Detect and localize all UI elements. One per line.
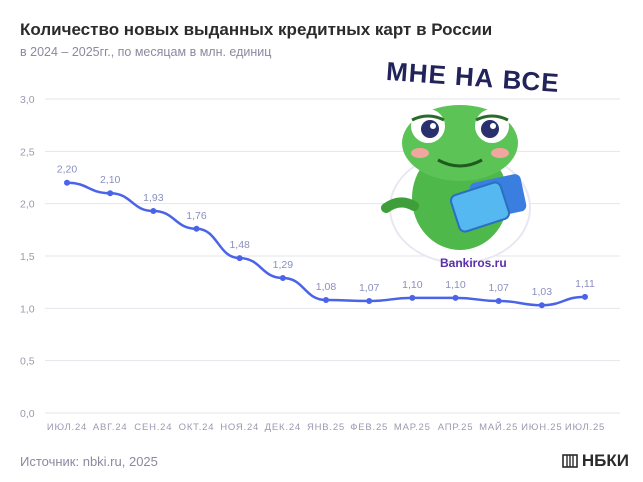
y-axis-ticks: 0,0 0,5 1,0 1,5 2,0 2,5 3,0 <box>20 94 35 420</box>
data-point <box>193 225 200 232</box>
x-axis-ticks: ИЮЛ.24 АВГ.24 СЕН.24 ОКТ.24 НОЯ.24 ДЕК.24 ЯНВ.… <box>47 421 605 433</box>
brand-logo: НБКИ <box>562 451 629 471</box>
data-point <box>107 190 114 197</box>
data-label: 1,10 <box>445 279 466 291</box>
data-point <box>236 255 243 262</box>
data-point <box>495 298 502 305</box>
sticker-caption: Bankiros.ru <box>440 256 507 270</box>
data-point <box>279 274 286 281</box>
data-label: 1,48 <box>229 239 250 251</box>
gridlines <box>45 98 620 414</box>
x-tick-label: НОЯ.24 <box>220 422 259 433</box>
y-tick-label: 2,0 <box>20 199 35 211</box>
data-points <box>64 179 588 309</box>
y-tick-label: 1,0 <box>20 303 35 315</box>
brand-mark-icon <box>562 454 578 468</box>
data-point <box>452 294 459 301</box>
data-label: 1,07 <box>359 282 380 294</box>
chart-title: Количество новых выданных кредитных карт… <box>20 20 493 39</box>
y-tick-label: 0,5 <box>20 356 35 368</box>
data-label: 1,29 <box>273 259 294 271</box>
data-point <box>582 293 588 300</box>
data-labels: 2,20 2,10 1,93 1,76 1,48 1,29 1,08 1,07 1,10 1,10… <box>57 164 595 298</box>
y-tick-label: 1,5 <box>20 251 35 263</box>
data-label: 1,07 <box>488 282 509 294</box>
source-note: Источник: nbki.ru, 2025 <box>20 454 158 469</box>
y-tick-label: 2,5 <box>20 146 35 158</box>
x-tick-label: ИЮН.25 <box>521 422 562 433</box>
data-label: 1,93 <box>143 192 164 204</box>
x-tick-label: МАЙ.25 <box>479 421 518 433</box>
y-tick-label: 3,0 <box>20 94 35 106</box>
y-tick-label: 0,0 <box>20 408 35 420</box>
data-point <box>538 302 545 309</box>
data-point <box>150 207 157 214</box>
x-tick-label: СЕН.24 <box>134 422 172 433</box>
brand-name: НБКИ <box>581 451 629 470</box>
x-tick-label: АПР.25 <box>438 422 474 433</box>
x-tick-label: МАР.25 <box>394 422 431 433</box>
data-label: 2,20 <box>57 164 78 176</box>
data-point <box>64 179 70 186</box>
x-tick-label: ИЮЛ.24 <box>47 422 87 433</box>
data-point <box>323 296 329 303</box>
x-tick-label: ОКТ.24 <box>179 422 215 433</box>
chart-subtitle: в 2024 – 2025гг., по месяцам в млн. един… <box>20 45 272 59</box>
frog-sticker-illustration <box>381 105 531 264</box>
data-label: 1,10 <box>402 279 423 291</box>
data-label: 1,11 <box>575 278 595 290</box>
data-label: 1,76 <box>186 210 207 222</box>
data-point <box>366 298 373 305</box>
x-tick-label: ЯНВ.25 <box>307 422 345 433</box>
data-label: 1,08 <box>316 281 337 293</box>
x-tick-label: ФЕВ.25 <box>350 422 388 433</box>
x-tick-label: АВГ.24 <box>93 422 128 433</box>
x-tick-label: ДЕК.24 <box>265 422 301 433</box>
x-tick-label: ИЮЛ.25 <box>565 422 605 433</box>
data-point <box>409 294 416 301</box>
data-label: 1,03 <box>532 286 553 298</box>
data-label: 2,10 <box>100 174 121 186</box>
